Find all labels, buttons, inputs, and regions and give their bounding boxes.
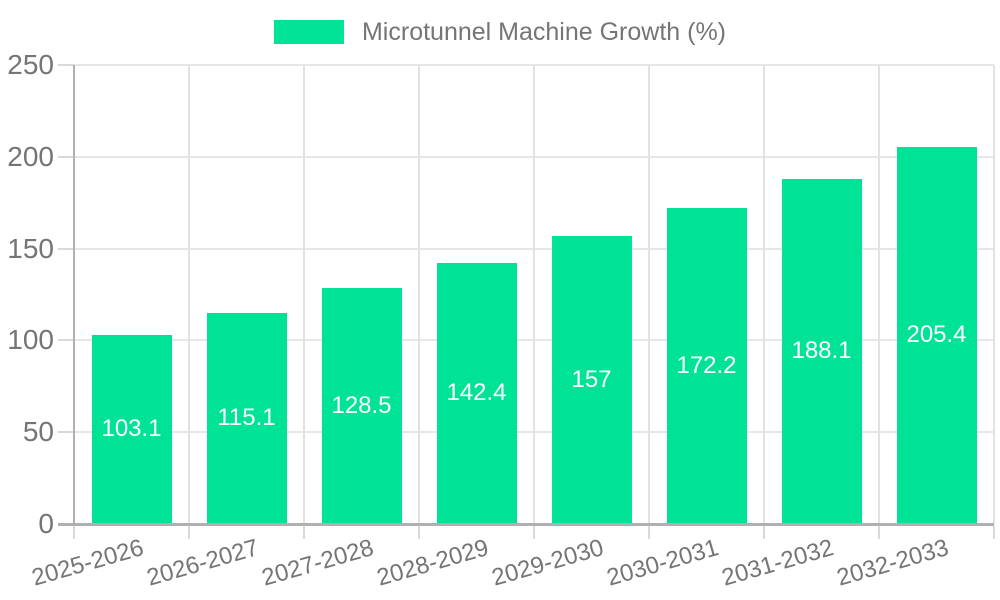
legend-item[interactable]: Microtunnel Machine Growth (%) — [273, 17, 726, 46]
y-axis-tick — [58, 431, 74, 434]
x-axis-tick — [73, 526, 75, 539]
x-grid-line — [303, 65, 305, 524]
y-axis-tick-label: 200 — [7, 140, 54, 172]
bar[interactable] — [896, 146, 977, 524]
bar[interactable] — [206, 312, 287, 524]
bar[interactable] — [91, 334, 172, 524]
x-grid-line — [188, 65, 190, 524]
x-axis-tick — [993, 526, 995, 539]
legend-label: Microtunnel Machine Growth (%) — [361, 17, 726, 46]
x-grid-line — [533, 65, 535, 524]
x-axis-tick-label: 2029-2030 — [488, 534, 607, 592]
x-axis-tick-label: 2032-2033 — [833, 534, 952, 592]
bar[interactable] — [436, 262, 517, 524]
x-axis-tick — [418, 526, 420, 539]
x-axis-tick-label: 2028-2029 — [373, 534, 492, 592]
x-grid-line — [418, 65, 420, 524]
y-axis-tick — [58, 247, 74, 250]
x-axis-tick — [648, 526, 650, 539]
x-grid-line — [993, 65, 995, 524]
y-axis-tick — [58, 64, 74, 66]
bar[interactable] — [666, 207, 747, 524]
bar-value-label: 103.1 — [101, 415, 162, 443]
x-axis-tick-label: 2030-2031 — [603, 534, 722, 592]
bar[interactable] — [781, 178, 862, 524]
x-axis-tick — [763, 526, 765, 539]
bar-value-label: 157 — [571, 365, 612, 393]
bar-value-label: 188.1 — [791, 337, 852, 365]
x-axis-tick — [878, 526, 880, 539]
y-axis-tick — [58, 339, 74, 342]
y-axis-tick-label: 0 — [38, 508, 54, 539]
x-axis-tick-label: 2027-2028 — [258, 534, 377, 592]
x-axis-tick — [533, 526, 535, 539]
y-axis-tick-label: 150 — [7, 232, 54, 264]
y-axis-tick-label: 100 — [7, 324, 54, 356]
bar[interactable] — [551, 235, 632, 524]
x-axis-tick-label: 2025-2026 — [28, 534, 147, 592]
legend: Microtunnel Machine Growth (%) — [0, 14, 1000, 50]
x-grid-line — [878, 65, 880, 524]
bar-value-label: 128.5 — [331, 392, 392, 420]
x-grid-line — [648, 65, 650, 524]
x-axis-line — [58, 523, 994, 526]
x-axis-tick — [188, 526, 190, 539]
bar-value-label: 115.1 — [217, 404, 276, 432]
bar-value-label: 172.2 — [676, 351, 737, 379]
y-axis-tick-label: 50 — [22, 416, 54, 448]
y-axis-tick-label: 250 — [7, 49, 54, 80]
y-axis-line — [73, 65, 75, 538]
bar-value-label: 205.4 — [906, 321, 967, 349]
x-grid-line — [763, 65, 765, 524]
y-axis-tick — [58, 155, 74, 158]
bar-value-label: 142.4 — [446, 379, 507, 407]
x-axis-tick — [303, 526, 305, 539]
bar[interactable] — [321, 288, 402, 524]
x-axis-tick-label: 2031-2032 — [718, 534, 837, 592]
legend-swatch — [273, 20, 344, 44]
x-axis-tick-label: 2026-2027 — [143, 534, 262, 592]
